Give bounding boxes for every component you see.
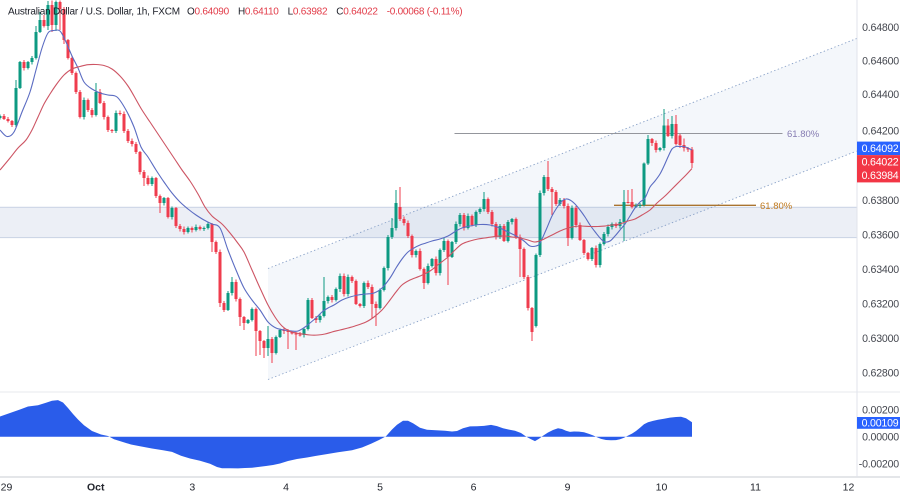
svg-text:5: 5 — [377, 482, 383, 494]
svg-text:29: 29 — [1, 482, 13, 494]
svg-text:0.64092: 0.64092 — [862, 143, 899, 155]
svg-text:0.64600: 0.64600 — [862, 56, 899, 68]
svg-text:11: 11 — [750, 482, 761, 494]
svg-text:61.80%: 61.80% — [760, 201, 793, 212]
svg-text:10: 10 — [656, 482, 668, 494]
svg-text:6: 6 — [471, 482, 477, 494]
svg-text:0.63200: 0.63200 — [862, 299, 899, 311]
svg-text:0.64800: 0.64800 — [862, 22, 899, 34]
svg-text:0.64400: 0.64400 — [862, 89, 899, 101]
svg-text:0.63000: 0.63000 — [862, 333, 899, 345]
svg-text:0.00200: 0.00200 — [862, 405, 899, 417]
svg-text:0.00109: 0.00109 — [862, 418, 899, 430]
svg-text:Oct: Oct — [87, 482, 105, 494]
svg-text:12: 12 — [843, 482, 855, 494]
svg-text:61.80%: 61.80% — [787, 129, 820, 140]
svg-text:0.64022: 0.64022 — [862, 156, 899, 168]
svg-text:0.63984: 0.63984 — [862, 170, 899, 182]
svg-text:0.00000: 0.00000 — [862, 432, 899, 444]
svg-text:0.63800: 0.63800 — [862, 195, 899, 207]
svg-text:0.64200: 0.64200 — [862, 126, 899, 138]
svg-text:4: 4 — [283, 482, 289, 494]
svg-text:0.62800: 0.62800 — [862, 368, 899, 380]
svg-text:3: 3 — [189, 482, 195, 494]
svg-text:0.63600: 0.63600 — [862, 230, 899, 242]
svg-text:0.63400: 0.63400 — [862, 264, 899, 276]
svg-text:-0.00200: -0.00200 — [859, 459, 900, 471]
svg-text:9: 9 — [565, 482, 571, 494]
